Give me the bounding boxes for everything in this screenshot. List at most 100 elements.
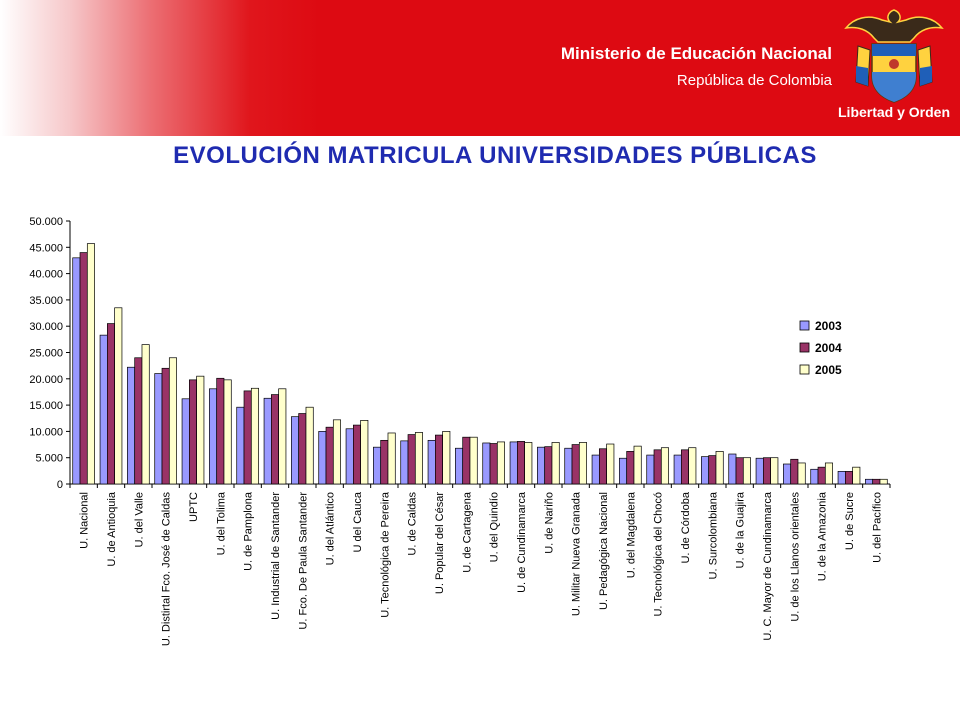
bar-2004	[708, 455, 717, 485]
bar-2005	[633, 445, 642, 485]
legend-swatch-2005	[799, 364, 810, 375]
category-label: U. de la Amazonia	[817, 491, 829, 581]
bar-2003	[837, 471, 846, 485]
bar-2004	[544, 446, 553, 485]
bar-2003	[728, 453, 737, 485]
bar-2005	[524, 442, 533, 485]
y-tick-label: 45.000	[29, 242, 63, 254]
legend-label-2003: 2003	[815, 319, 842, 333]
bar-2003	[455, 447, 464, 485]
bar-2003	[564, 447, 573, 485]
bar-2003	[154, 373, 163, 485]
bar-2004	[735, 457, 744, 485]
bar-2003	[72, 257, 81, 485]
bar-2005	[879, 478, 888, 485]
bar-2003	[783, 463, 792, 485]
category-label: U. de Pamplona	[243, 491, 255, 571]
bar-2003	[482, 442, 491, 485]
category-label: U. de Cartagena	[461, 491, 473, 573]
category-label: U. Tecnológica de Pereira	[379, 491, 391, 618]
bar-2003	[591, 454, 600, 485]
bar-2003	[181, 398, 190, 485]
bar-2005	[332, 419, 341, 485]
bar-2004	[489, 443, 498, 485]
bar-2004	[435, 434, 444, 485]
bar-2004	[106, 323, 115, 485]
bar-2005	[250, 387, 259, 485]
bar-2004	[762, 457, 771, 485]
bar-2004	[380, 439, 389, 485]
bar-2005	[578, 442, 587, 485]
category-label: U. del Quindío	[489, 492, 501, 562]
ministry-name: Ministerio de Educación Nacional	[560, 44, 832, 63]
bar-2005	[852, 466, 861, 485]
category-label: U. de Nariño	[543, 492, 555, 554]
shield-icon	[871, 43, 917, 103]
category-label: U. Fco. De Paula Santander	[297, 492, 309, 630]
bar-2005	[551, 442, 560, 485]
category-label: U. Surcolombiana	[707, 491, 719, 579]
bar-2004	[407, 434, 416, 485]
category-label: U. de Cundinamarca	[516, 491, 528, 593]
bar-2003	[209, 388, 218, 485]
category-label: U. Distirtal Fco. José de Caldas	[161, 492, 173, 647]
bar-2005	[469, 436, 478, 485]
bar-2004	[790, 458, 799, 485]
category-label: U. Militar Nueva Granada	[571, 491, 583, 616]
bar-2005	[86, 243, 95, 485]
bar-2004	[680, 449, 689, 485]
y-tick-label: 5.000	[35, 453, 63, 465]
category-label: U. Popular del César	[434, 492, 446, 594]
bar-2004	[134, 357, 143, 485]
bar-2005	[360, 420, 369, 485]
category-label: U. del Pacífico	[871, 492, 883, 563]
bar-2003	[537, 446, 546, 485]
bar-2004	[79, 252, 88, 485]
bar-2004	[872, 478, 881, 485]
bar-2005	[496, 441, 505, 485]
bar-2003	[509, 441, 518, 485]
bar-2005	[114, 307, 123, 485]
category-label: U. de Antioquia	[106, 491, 118, 566]
bar-2003	[236, 406, 245, 485]
legend-label-2005: 2005	[815, 363, 842, 377]
bar-2003	[99, 334, 108, 485]
bar-2003	[400, 440, 409, 485]
bar-2003	[127, 366, 136, 485]
category-label: U. de Caldas	[407, 492, 419, 556]
y-tick-label: 35.000	[29, 295, 63, 307]
bar-2004	[298, 413, 307, 485]
category-label: U del Cauca	[352, 491, 364, 552]
country-name: República de Colombia	[676, 72, 832, 89]
category-label: U. del Magdalena	[625, 491, 637, 578]
bar-2004	[462, 436, 471, 485]
y-tick-label: 40.000	[29, 269, 63, 281]
category-label: U. del Valle	[133, 492, 145, 547]
bar-2004	[353, 424, 362, 485]
bar-2005	[278, 388, 287, 485]
bar-2004	[844, 471, 853, 485]
legend-label-2004: 2004	[815, 341, 842, 355]
bar-2004	[271, 394, 280, 485]
bar-2004	[216, 377, 225, 485]
bar-2003	[865, 478, 874, 485]
bar-2005	[742, 457, 751, 485]
y-tick-label: 15.000	[29, 400, 63, 412]
bar-2003	[345, 428, 354, 485]
bar-2005	[414, 432, 423, 485]
bar-2004	[161, 367, 170, 485]
bar-2004	[653, 449, 662, 485]
bar-2005	[442, 431, 451, 485]
bar-2003	[810, 468, 819, 485]
motto-text: Libertad y Orden	[838, 104, 951, 120]
category-label: U. del Atlántico	[325, 492, 337, 565]
bar-2004	[626, 451, 635, 485]
y-tick-label: 50.000	[29, 216, 63, 228]
colombia-coat-of-arms-icon	[844, 9, 944, 103]
bar-2003	[427, 439, 436, 485]
bar-2003	[646, 454, 655, 485]
category-label: U. del Tolima	[215, 491, 227, 555]
category-label: U. de Sucre	[844, 492, 856, 550]
bar-2004	[325, 426, 334, 485]
bar-2004	[243, 390, 252, 485]
